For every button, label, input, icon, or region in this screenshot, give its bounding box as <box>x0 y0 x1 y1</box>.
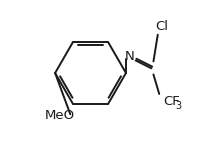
Text: Cl: Cl <box>155 20 168 33</box>
Text: N: N <box>125 50 134 63</box>
Text: 3: 3 <box>175 101 181 111</box>
Text: MeO: MeO <box>45 109 75 122</box>
Text: CF: CF <box>163 95 180 108</box>
